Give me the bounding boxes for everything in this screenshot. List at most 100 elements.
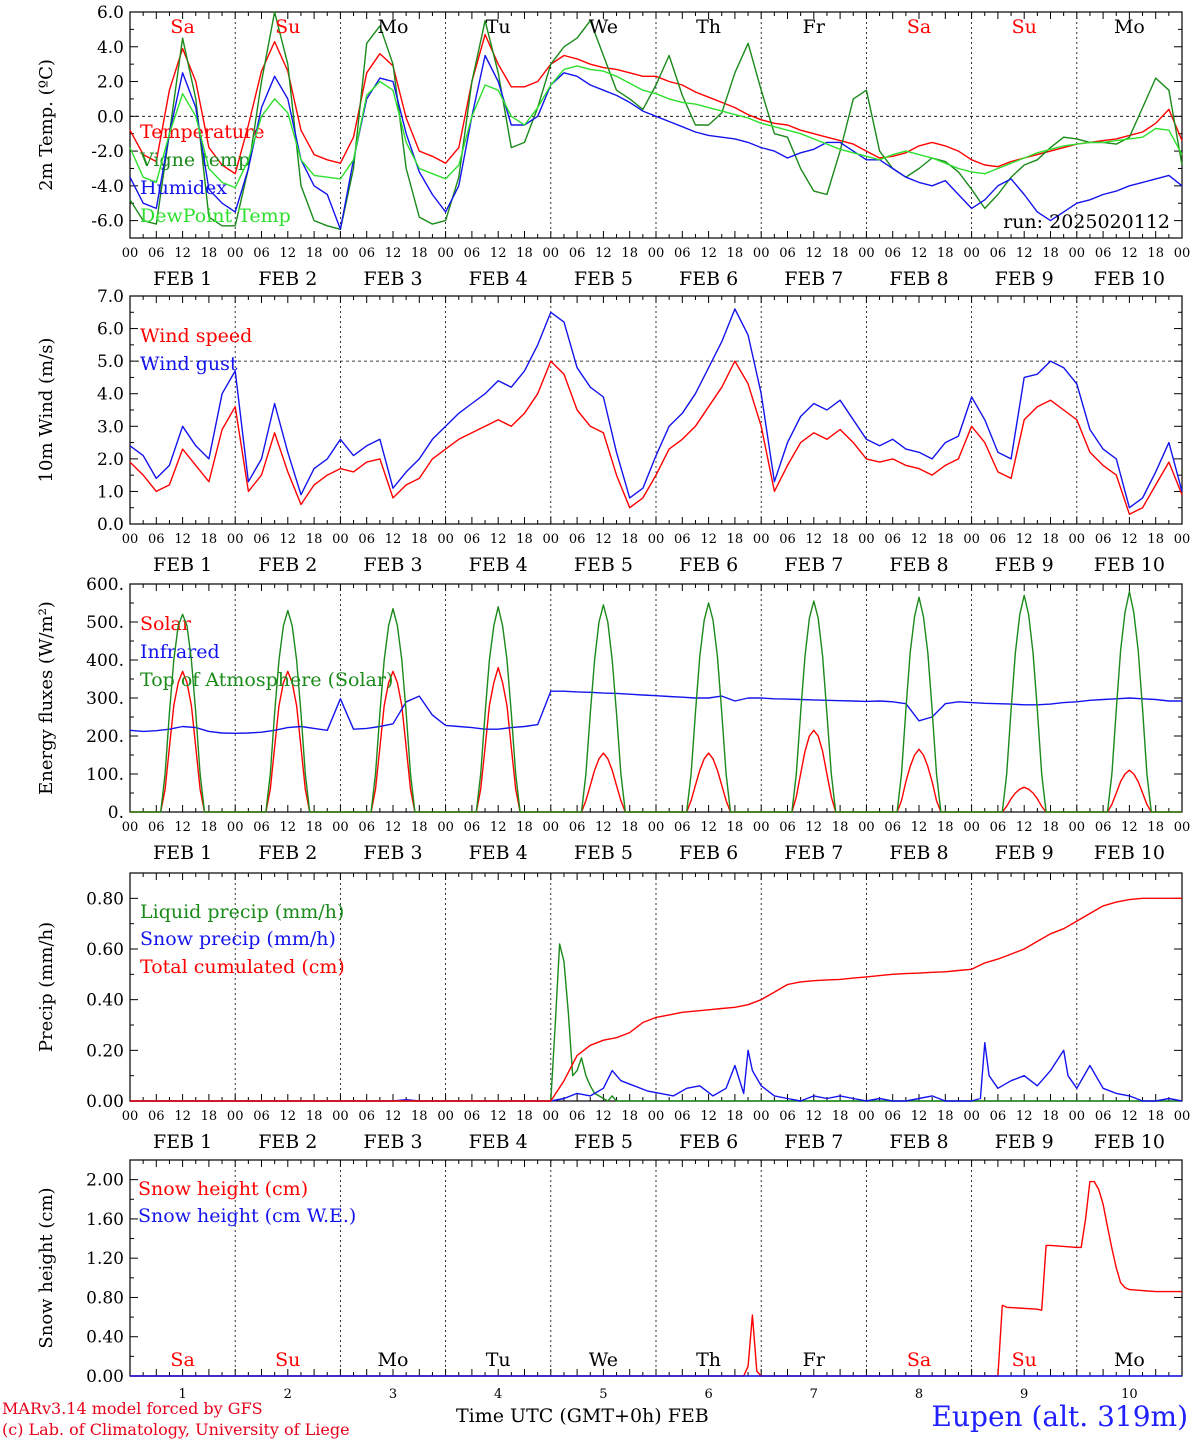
y-tick-label: 0.80 [86,889,124,909]
hour-tick-label: 12 [280,532,297,547]
y-axis-label: Snow height (cm) [36,1187,57,1348]
hour-tick-label: 12 [385,820,402,835]
day-number: 9 [1020,1387,1028,1402]
hour-tick-label: 00 [437,246,454,261]
hour-tick-label: 18 [727,820,744,835]
hour-tick-label: 12 [1016,820,1033,835]
series-line-precip-1 [130,1041,1183,1102]
date-label: FEB 5 [574,268,633,290]
date-label: FEB 4 [469,1131,528,1153]
hour-tick-label: 06 [253,1109,270,1124]
day-name-bottom: Fr [803,1349,826,1371]
hour-tick-label: 06 [1095,532,1112,547]
y-tick-label: 2.0 [97,73,124,93]
day-number: 2 [284,1387,292,1402]
date-label: FEB 10 [1094,1131,1165,1153]
hour-tick-label: 12 [595,820,612,835]
hour-tick-label: 06 [358,532,375,547]
hour-tick-label: 06 [253,532,270,547]
hour-tick-label: 12 [806,1109,823,1124]
legend-entry: Snow height (cm) [138,1178,308,1200]
day-name-bottom: Sa [907,1349,931,1371]
hour-tick-label: 18 [727,1109,744,1124]
date-label: FEB 7 [784,842,843,864]
date-label: FEB 6 [679,554,738,576]
series-line-precip-2 [130,897,1182,1102]
day-number: 1 [178,1387,186,1402]
hour-tick-label: 06 [779,820,796,835]
series-line-snow-0 [130,1180,1182,1377]
y-tick-label: -4.0 [91,177,124,197]
y-tick-label: 600. [86,575,124,595]
hour-tick-label: 18 [832,820,849,835]
y-tick-label: 4.0 [97,385,124,405]
hour-tick-label: 00 [543,820,560,835]
hour-tick-label: 00 [332,1109,349,1124]
hour-tick-label: 18 [411,532,428,547]
hour-tick-label: 00 [858,532,875,547]
hour-tick-label: 00 [122,246,139,261]
date-label: FEB 8 [889,842,948,864]
y-tick-label: 1.60 [86,1210,124,1230]
hour-tick-label: 18 [411,1109,428,1124]
hour-tick-label: 00 [122,532,139,547]
hour-tick-label: 06 [779,532,796,547]
hour-tick-label: 00 [543,1109,560,1124]
hour-tick-label: 00 [437,820,454,835]
y-axis-label: 2m Temp. (ºC) [36,59,57,191]
hour-tick-label: 06 [148,1109,165,1124]
hour-tick-label: 12 [700,246,717,261]
hour-tick-label: 12 [385,1109,402,1124]
hour-tick-label: 12 [174,532,191,547]
hour-tick-label: 06 [990,820,1007,835]
hour-tick-label: 00 [1069,246,1086,261]
hour-tick-label: 12 [1016,532,1033,547]
hour-tick-label: 18 [937,1109,954,1124]
legend-entry: Snow precip (mm/h) [140,928,336,950]
day-name-bottom: Tu [486,1349,511,1371]
hour-tick-label: 06 [674,246,691,261]
hour-tick-label: 12 [280,820,297,835]
hour-tick-label: 18 [516,820,533,835]
hour-tick-label: 18 [727,532,744,547]
panel-frame-energy [129,583,1183,813]
hour-tick-label: 06 [990,1109,1007,1124]
hour-tick-label: 06 [358,246,375,261]
day-number: 4 [494,1387,502,1402]
hour-tick-label: 00 [332,820,349,835]
date-label: FEB 10 [1094,268,1165,290]
date-label: FEB 6 [679,842,738,864]
hour-tick-label: 12 [1016,246,1033,261]
day-name-bottom: We [589,1349,618,1371]
hour-tick-label: 18 [201,246,218,261]
hour-tick-label: 18 [306,1109,323,1124]
hour-tick-label: 18 [1147,1109,1164,1124]
y-tick-label: 0. [108,803,124,823]
location-label: Eupen (alt. 319m) [931,1400,1188,1433]
y-tick-label: 0.00 [86,1367,124,1387]
y-axis-label: Precip (mm/h) [36,922,57,1052]
hour-tick-label: 00 [227,532,244,547]
hour-tick-label: 00 [963,246,980,261]
date-label: FEB 9 [995,1131,1054,1153]
hour-tick-label: 18 [306,820,323,835]
hour-tick-label: 18 [937,820,954,835]
hour-tick-label: 18 [621,1109,638,1124]
hour-tick-label: 12 [595,246,612,261]
day-name-top: Su [275,16,300,38]
series-line-energy-1 [129,690,1182,734]
hour-tick-label: 06 [358,1109,375,1124]
hour-tick-label: 00 [1069,820,1086,835]
y-axis-label: Energy fluxes (W/m²) [36,601,57,795]
date-label: FEB 2 [258,554,317,576]
day-name-top: Sa [170,16,194,38]
date-label: FEB 7 [784,268,843,290]
hour-tick-label: 18 [306,246,323,261]
y-tick-label: 1.0 [97,482,124,502]
hour-tick-label: 06 [148,532,165,547]
hour-tick-label: 00 [753,532,770,547]
date-label: FEB 9 [995,842,1054,864]
hour-tick-label: 12 [174,820,191,835]
hour-tick-label: 00 [648,246,665,261]
hour-tick-label: 12 [806,820,823,835]
